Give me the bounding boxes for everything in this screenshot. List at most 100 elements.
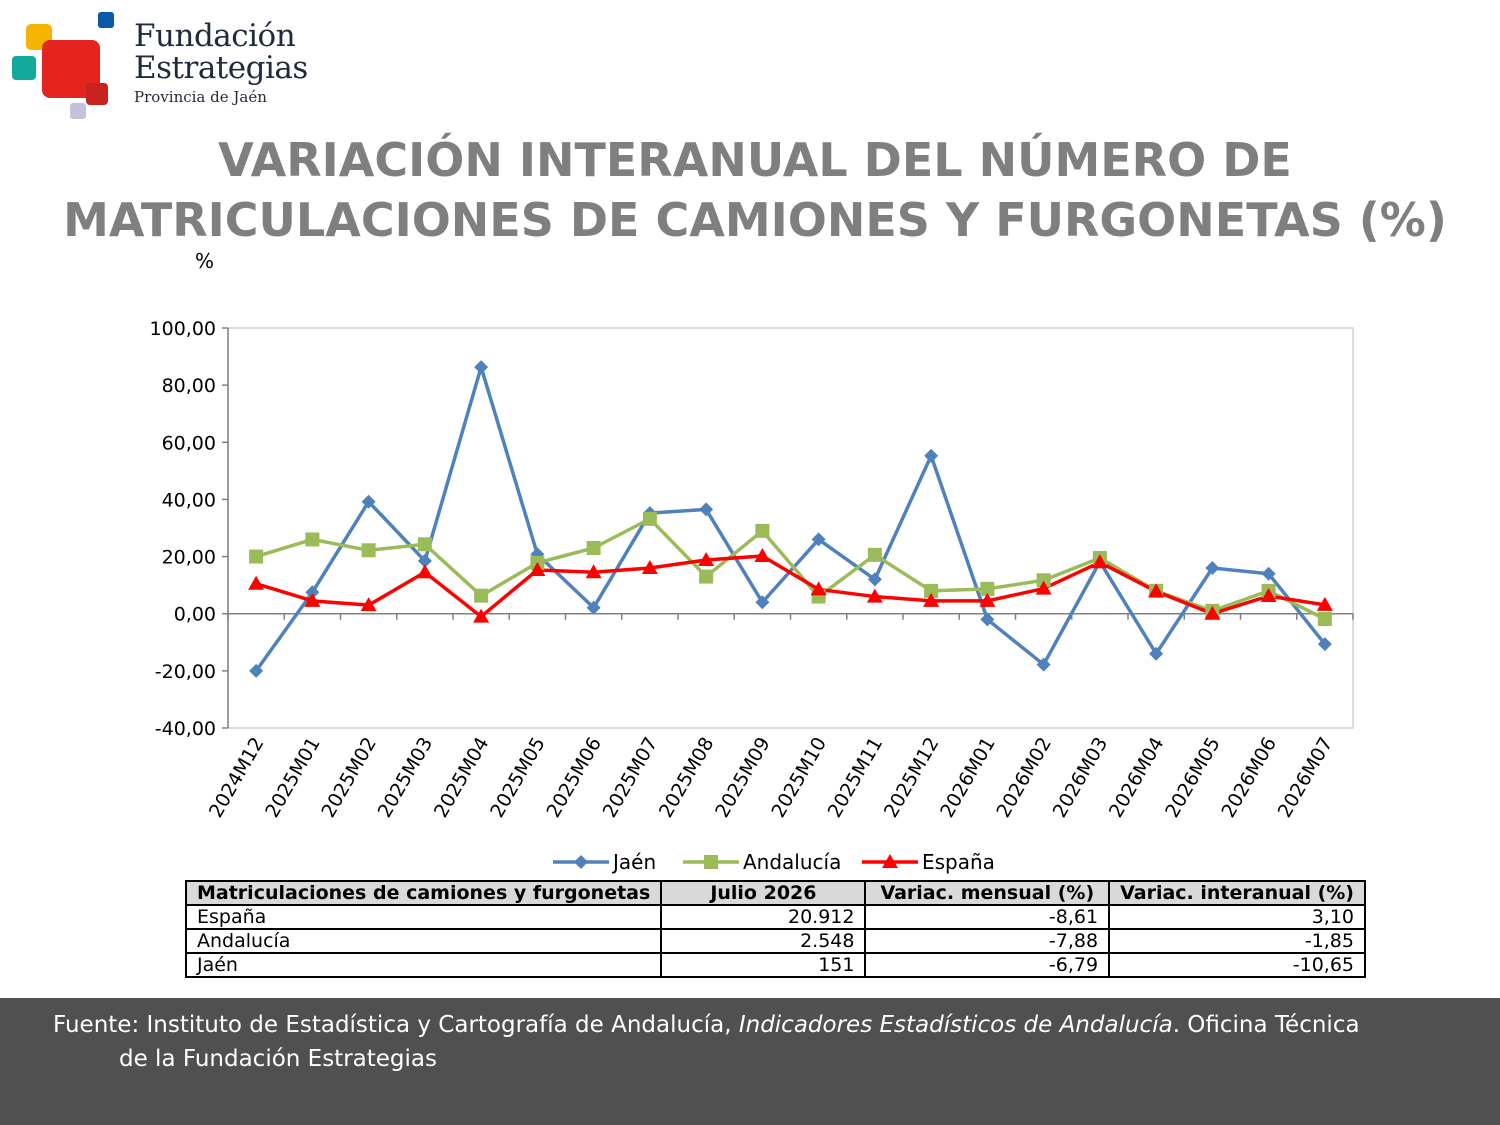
logo-name-line1: Fundación	[134, 18, 296, 54]
data-point-jaen	[1317, 637, 1332, 652]
table-header-row: Matriculaciones de camiones y furgonetas…	[184, 880, 1366, 906]
table-cell-yearly: -1,85	[1108, 928, 1366, 954]
table-cell-name: Jaén	[184, 952, 663, 978]
legend-label-espana: España	[922, 850, 995, 874]
data-point-andalucia	[474, 588, 489, 603]
data-point-espana	[979, 592, 996, 607]
legend-marker-jaen	[574, 855, 588, 869]
title-line2: MATRICULACIONES DE CAMIONES Y FURGONETAS…	[63, 193, 1447, 247]
logo: Fundación Estrategias Provincia de Jaén	[10, 10, 320, 122]
title-line1: VARIACIÓN INTERANUAL DEL NÚMERO DE	[218, 133, 1292, 187]
y-tick-label: 0,00	[174, 604, 216, 626]
data-point-jaen	[924, 448, 939, 463]
data-point-jaen	[1261, 566, 1276, 581]
data-point-espana	[360, 597, 377, 612]
x-tick-label: 2026M01	[936, 734, 1000, 822]
data-point-andalucia	[755, 523, 770, 538]
x-tick-label: 2025M02	[317, 734, 381, 822]
y-tick-label: 80,00	[162, 375, 216, 397]
data-point-jaen	[1149, 646, 1164, 661]
data-point-jaen	[755, 595, 770, 610]
x-tick-label: 2025M10	[767, 734, 831, 822]
data-point-andalucia	[980, 581, 995, 596]
data-point-andalucia	[1036, 573, 1051, 588]
data-point-jaen	[867, 572, 882, 587]
data-point-andalucia	[417, 537, 432, 552]
data-point-espana	[698, 552, 715, 566]
legend-marker-andalucia	[704, 855, 718, 869]
data-point-jaen	[699, 502, 714, 517]
table-cell-monthly: -6,79	[864, 952, 1111, 978]
data-point-espana	[1148, 583, 1165, 598]
x-tick-label: 2025M03	[374, 734, 438, 822]
source-prefix: Fuente: Instituto de Estadística y Carto…	[53, 1012, 739, 1038]
x-tick-label: 2025M08	[655, 734, 719, 822]
y-tick-label: -40,00	[155, 718, 216, 740]
series-line-jaen	[254, 365, 1327, 672]
table-cell-monthly: -7,88	[864, 928, 1111, 954]
table-header-yearly: Variac. interanual (%)	[1108, 880, 1366, 906]
data-point-espana	[585, 564, 602, 579]
data-point-jaen	[811, 532, 826, 547]
data-point-espana	[1035, 580, 1052, 595]
x-tick-label: 2025M01	[261, 734, 325, 822]
table-header-name: Matriculaciones de camiones y furgonetas	[184, 880, 663, 906]
table-header-value: Julio 2026	[660, 880, 867, 906]
x-tick-label: 2025M04	[430, 734, 494, 822]
y-tick-label: 60,00	[162, 432, 216, 454]
data-point-jaen	[980, 612, 995, 627]
data-point-espana	[1260, 588, 1277, 602]
table-cell-name: España	[184, 904, 663, 930]
x-tick-label: 2025M05	[486, 734, 550, 822]
data-point-espana	[473, 608, 490, 623]
y-tick-label: 100,00	[150, 318, 216, 340]
x-tick-label: 2026M05	[1161, 734, 1225, 822]
data-point-jaen	[1205, 561, 1220, 575]
x-tick-label: 2025M09	[711, 734, 775, 822]
legend-marker-espana	[882, 854, 898, 868]
x-tick-label: 2024M12	[205, 734, 269, 822]
data-point-espana	[754, 548, 771, 562]
source-italic: Indicadores Estadísticos de Andalucía	[738, 1012, 1173, 1038]
data-point-espana	[923, 592, 940, 607]
logo-name-line2: Estrategias	[134, 50, 308, 86]
logo-subtitle: Provincia de Jaén	[134, 88, 267, 106]
table-row: Jaén 151 -6,79 -10,65	[184, 952, 1366, 978]
data-point-jaen	[249, 663, 264, 678]
line-chart: 100,00 80,00 60,00 40,00 20,00 0,00 -20,00 -40,…	[150, 318, 1354, 874]
x-tick-label: 2026M06	[1217, 734, 1281, 822]
data-point-andalucia	[699, 569, 714, 584]
table-cell-monthly: -8,61	[864, 904, 1111, 930]
data-point-espana	[248, 575, 265, 590]
source-line2: de la Fundación Estrategias	[119, 1046, 437, 1072]
y-tick-label: -20,00	[155, 661, 216, 683]
table-cell-name: Andalucía	[184, 928, 663, 954]
table-cell-value: 2.548	[660, 928, 867, 954]
table-cell-value: 20.912	[660, 904, 867, 930]
data-point-espana	[1091, 554, 1108, 569]
unit-label: %	[195, 249, 215, 273]
page-title: VARIACIÓN INTERANUAL DEL NÚMERO DE MATRI…	[20, 130, 1490, 250]
x-tick-label: 2026M07	[1274, 734, 1338, 822]
footer: Fuente: Instituto de Estadística y Carto…	[0, 998, 1500, 1125]
x-tick-label: 2025M07	[599, 734, 663, 822]
source-suffix: . Oficina Técnica	[1172, 1012, 1360, 1038]
legend-label-andalucia: Andalucía	[743, 850, 841, 874]
data-point-espana	[529, 562, 546, 576]
logo-mark-icon	[12, 12, 114, 119]
data-point-espana	[1316, 596, 1333, 611]
y-tick-label: 20,00	[162, 547, 216, 569]
data-point-espana	[810, 581, 827, 596]
table-cell-value: 151	[660, 952, 867, 978]
data-point-jaen	[417, 553, 432, 568]
data-point-andalucia	[361, 543, 376, 558]
x-tick-label: 2025M11	[824, 734, 888, 822]
data-point-jaen	[305, 585, 320, 600]
data-point-espana	[641, 560, 658, 574]
table-header-monthly: Variac. mensual (%)	[864, 880, 1111, 906]
table-row: Andalucía 2.548 -7,88 -1,85	[184, 928, 1366, 954]
data-point-andalucia	[924, 583, 939, 598]
x-tick-label: 2026M02	[992, 734, 1056, 822]
data-point-espana	[304, 592, 321, 607]
data-point-jaen	[361, 494, 376, 509]
